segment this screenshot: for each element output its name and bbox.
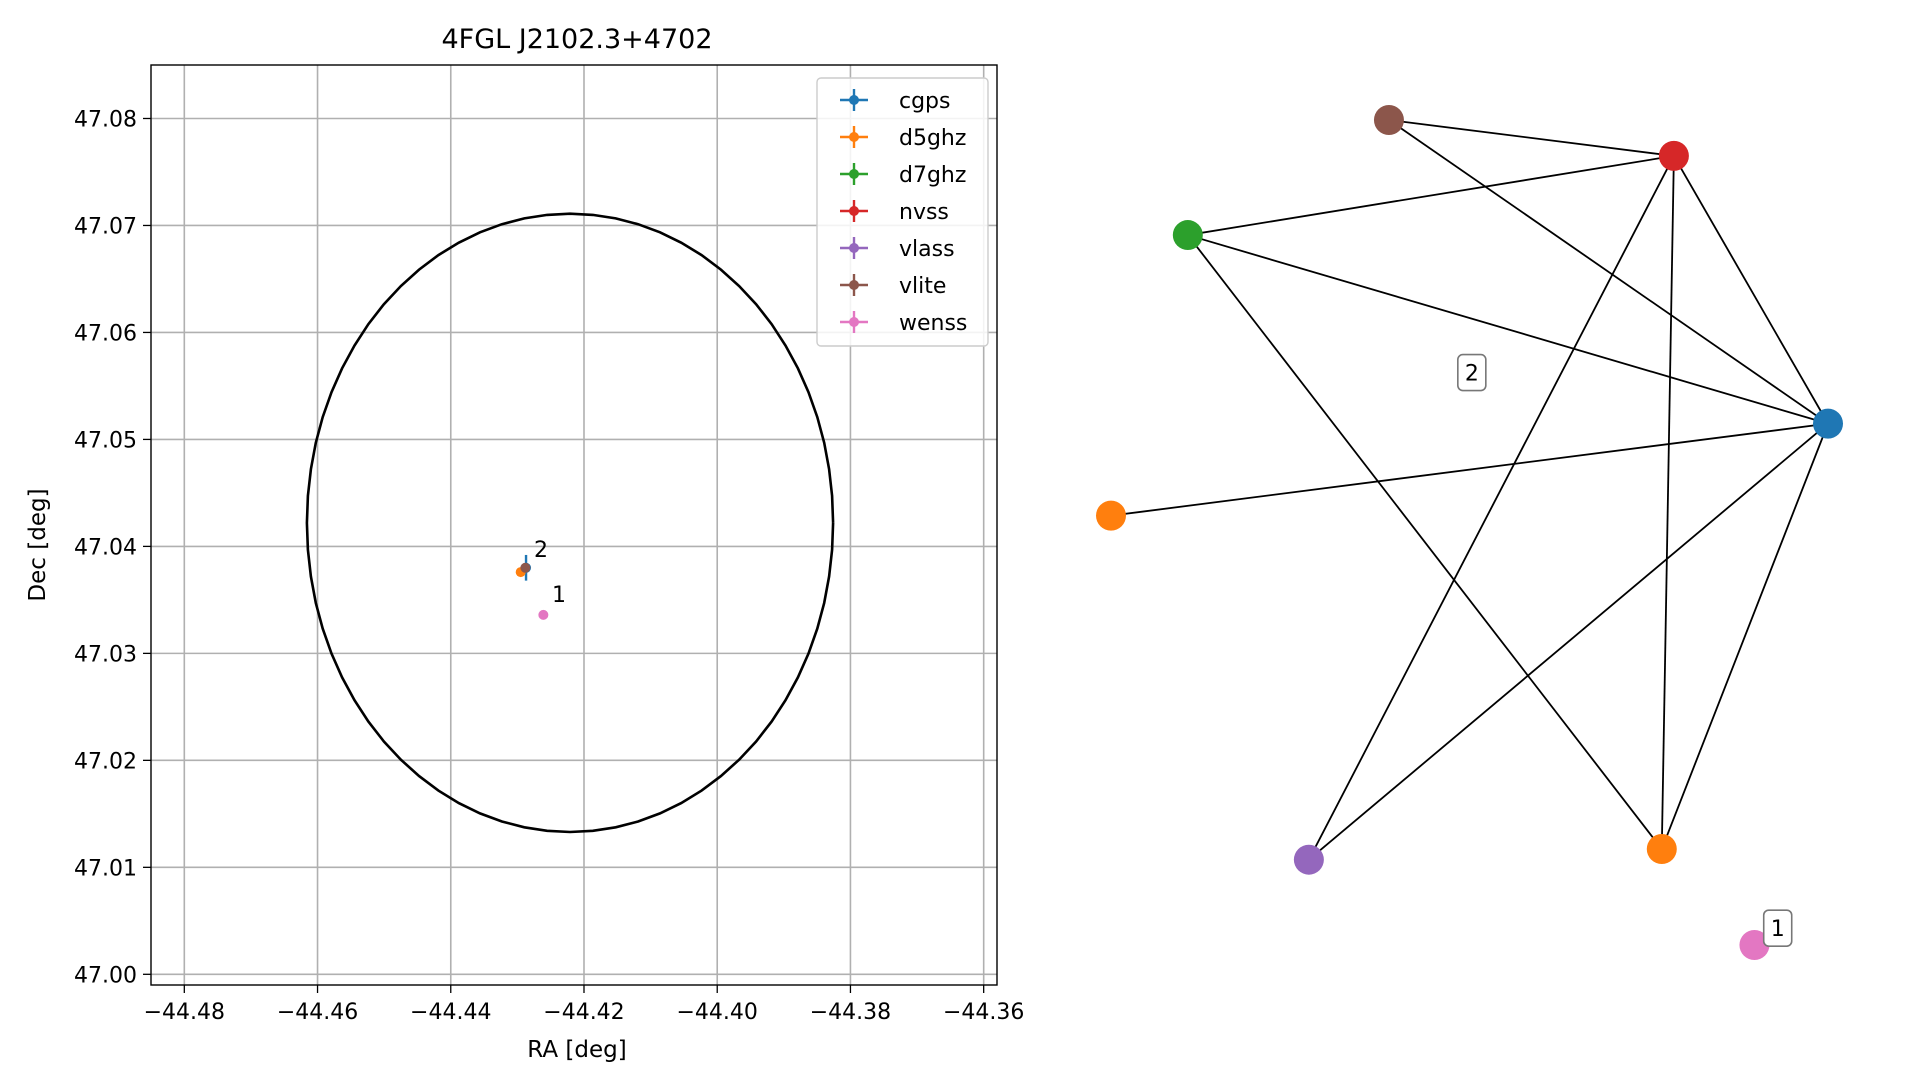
- y-tick-label: 47.02: [74, 749, 137, 774]
- graph-edge: [1187, 234, 1829, 425]
- legend-swatch-marker: [849, 243, 859, 253]
- graph-edge: [1308, 155, 1675, 861]
- graph-edge: [1187, 234, 1663, 850]
- x-tick-label: −44.36: [943, 1000, 1024, 1025]
- graph-edge: [1660, 155, 1675, 850]
- graph-label-box: [1457, 353, 1487, 392]
- plot-frame: [150, 64, 998, 986]
- graph-node-orange-bottom: [1646, 834, 1677, 865]
- graph-label: 1: [1771, 917, 1785, 942]
- graph-label: 2: [1465, 362, 1479, 387]
- graph-edge: [1388, 119, 1675, 157]
- legend-swatch-marker: [849, 206, 859, 216]
- x-tick-label: −44.48: [144, 1000, 225, 1025]
- y-tick-label: 47.08: [74, 107, 137, 132]
- graph-node-red: [1658, 140, 1689, 171]
- graph-edge: [1388, 119, 1829, 425]
- network-graph: 21: [1096, 105, 1843, 960]
- legend-entry-label: vlass: [899, 237, 955, 262]
- graph-edge: [1660, 423, 1829, 850]
- y-tick-label: 47.00: [74, 963, 137, 988]
- graph-edge: [1308, 422, 1829, 861]
- legend: cgps d5ghz d7ghz nvss vlass vlite wenss: [816, 77, 989, 347]
- legend-entry-label: d5ghz: [899, 126, 966, 151]
- point-annotation: 1: [552, 583, 566, 608]
- legend-entry-label: vlite: [899, 274, 946, 299]
- data-point-vlite: [520, 562, 531, 573]
- legend-swatch-marker: [849, 169, 859, 179]
- legend-swatch-marker: [849, 95, 859, 105]
- graph-edge: [1187, 155, 1675, 236]
- x-tick-label: −44.46: [277, 1000, 358, 1025]
- graph-node-purple: [1293, 844, 1324, 875]
- legend-entry-label: wenss: [899, 311, 967, 336]
- y-tick-label: 47.06: [74, 321, 137, 346]
- x-tick-label: −44.40: [677, 1000, 758, 1025]
- x-tick-label: −44.42: [543, 1000, 624, 1025]
- graph-label-box: [1762, 909, 1793, 947]
- graph-node-brown: [1373, 105, 1404, 135]
- y-axis-label: Dec [deg]: [25, 488, 51, 601]
- graph-node-green: [1172, 220, 1203, 251]
- graph-edge: [1110, 422, 1829, 517]
- graph-node-pink: [1739, 930, 1770, 960]
- data-point-wenss: [538, 609, 549, 620]
- legend-entry-label: cgps: [899, 89, 951, 114]
- graph-node-orange-left: [1096, 500, 1126, 531]
- y-tick-label: 47.01: [74, 856, 137, 881]
- localization-ellipse: [305, 212, 835, 834]
- legend-box: [816, 77, 989, 347]
- legend-entry-label: nvss: [899, 200, 949, 225]
- x-tick-label: −44.44: [410, 1000, 491, 1025]
- scatter-plot: −44.48 −44.46 −44.44 −44.42 −44.40 −44.38 −44.…: [74, 64, 1024, 1025]
- legend-swatch-marker: [849, 280, 859, 290]
- x-axis-label: RA [deg]: [527, 1037, 626, 1063]
- chart-title: 4FGL J2102.3+4702: [441, 24, 712, 55]
- graph-node-blue: [1813, 408, 1843, 439]
- point-annotation: 2: [534, 538, 548, 563]
- y-tick-label: 47.05: [74, 428, 137, 453]
- y-tick-label: 47.03: [74, 642, 137, 667]
- legend-swatch-marker: [849, 317, 859, 327]
- graph-edge: [1673, 155, 1829, 425]
- x-tick-label: −44.38: [810, 1000, 891, 1025]
- legend-swatch-marker: [849, 132, 859, 142]
- legend-entry-label: d7ghz: [899, 163, 966, 188]
- y-tick-label: 47.07: [74, 214, 137, 239]
- y-tick-label: 47.04: [74, 535, 137, 560]
